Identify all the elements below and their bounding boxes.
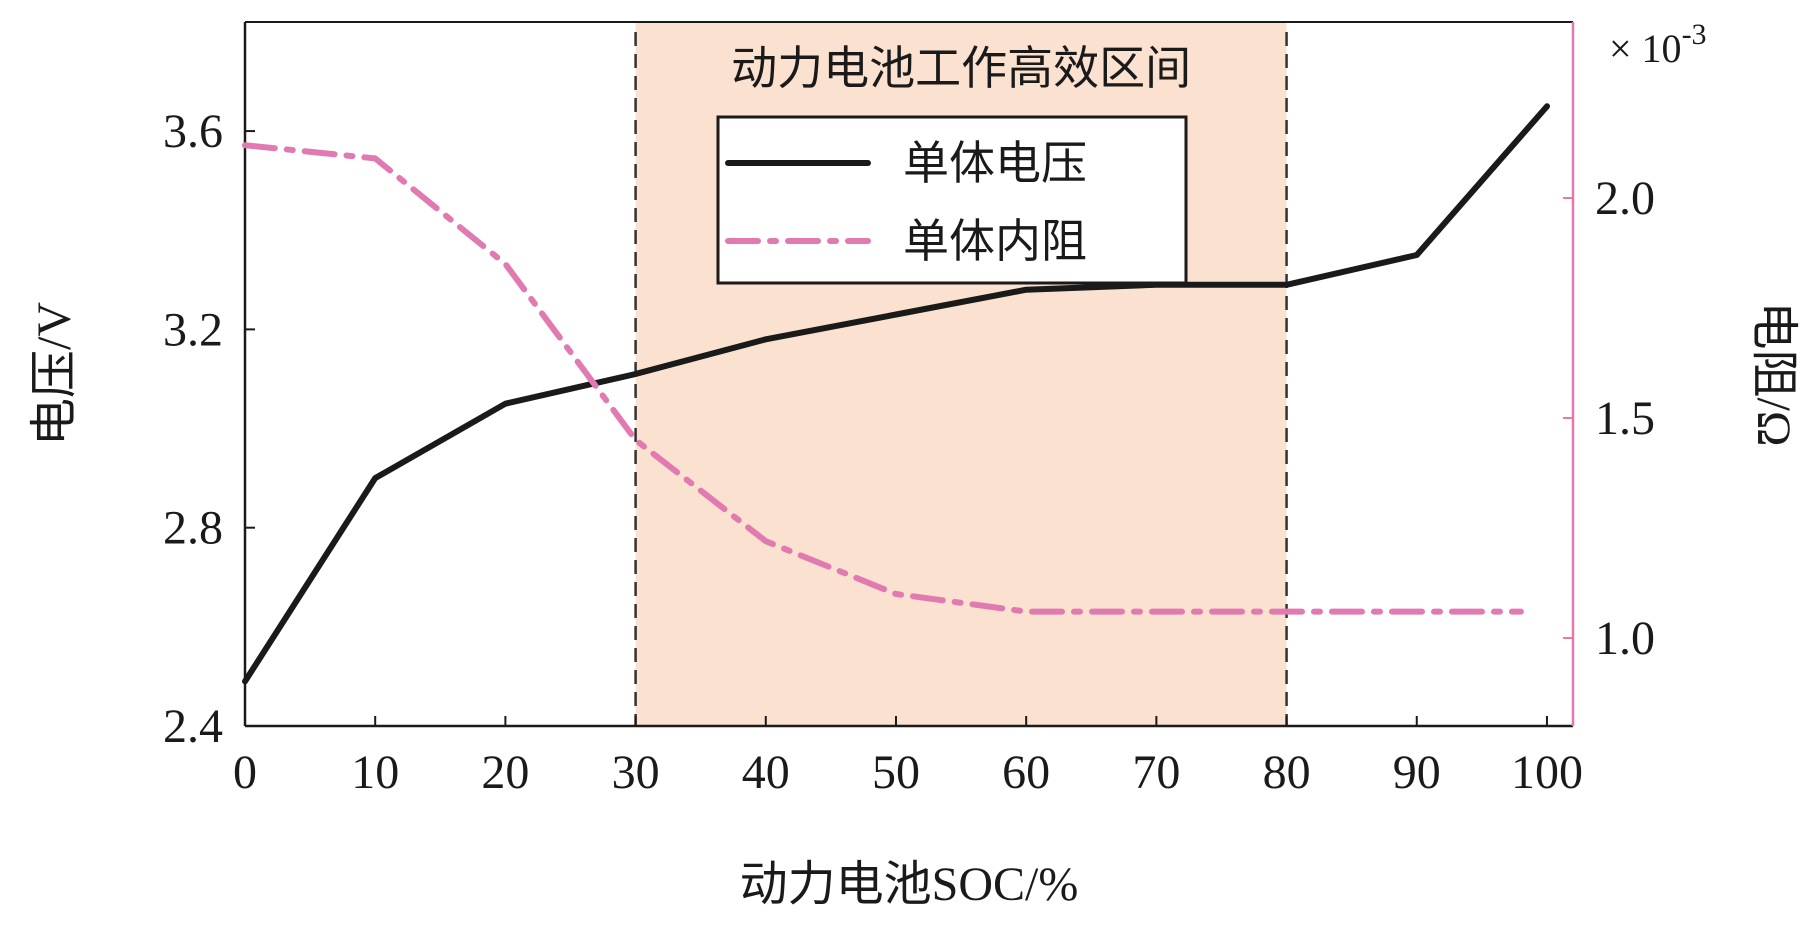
x-axis-title: 动力电池SOC/%: [740, 858, 1079, 911]
series-line-resistance: [242, 142, 1524, 615]
band-title: 动力电池工作高效区间: [731, 43, 1191, 94]
y2-multiplier-exponent: -3: [1682, 18, 1707, 51]
y2-multiplier-label: × 10-3: [1609, 18, 1707, 71]
legend-label: 单体内阻: [903, 216, 1087, 267]
x-tick-label: 50: [872, 746, 920, 799]
x-tick-label: 70: [1132, 746, 1180, 799]
y2-multiplier-base: × 10: [1609, 26, 1682, 71]
y2-axis-title: 电阻/Ω: [1747, 301, 1800, 446]
series-line-voltage: [242, 103, 1550, 685]
x-tick-label: 100: [1511, 746, 1583, 799]
y2-tick-label: 2.0: [1595, 172, 1655, 225]
legend-label: 单体电压: [903, 138, 1087, 189]
y-axis-title: 电压/V: [28, 302, 81, 446]
x-tick-label: 80: [1263, 746, 1311, 799]
x-tick-label: 90: [1393, 746, 1441, 799]
x-tick-label: 10: [351, 746, 399, 799]
y2-tick-label: 1.5: [1595, 392, 1655, 445]
x-tick-label: 60: [1002, 746, 1050, 799]
x-tick-label: 0: [233, 746, 257, 799]
legend-box: [716, 115, 1188, 285]
x-tick-label: 40: [742, 746, 790, 799]
x-tick-label: 30: [612, 746, 660, 799]
y-tick-label: 2.8: [163, 502, 223, 555]
y2-tick-label: 1.0: [1595, 612, 1655, 665]
y-tick-label: 3.2: [163, 303, 223, 356]
x-tick-label: 20: [481, 746, 529, 799]
y-tick-label: 3.6: [163, 105, 223, 158]
y-tick-label: 2.4: [163, 700, 223, 753]
